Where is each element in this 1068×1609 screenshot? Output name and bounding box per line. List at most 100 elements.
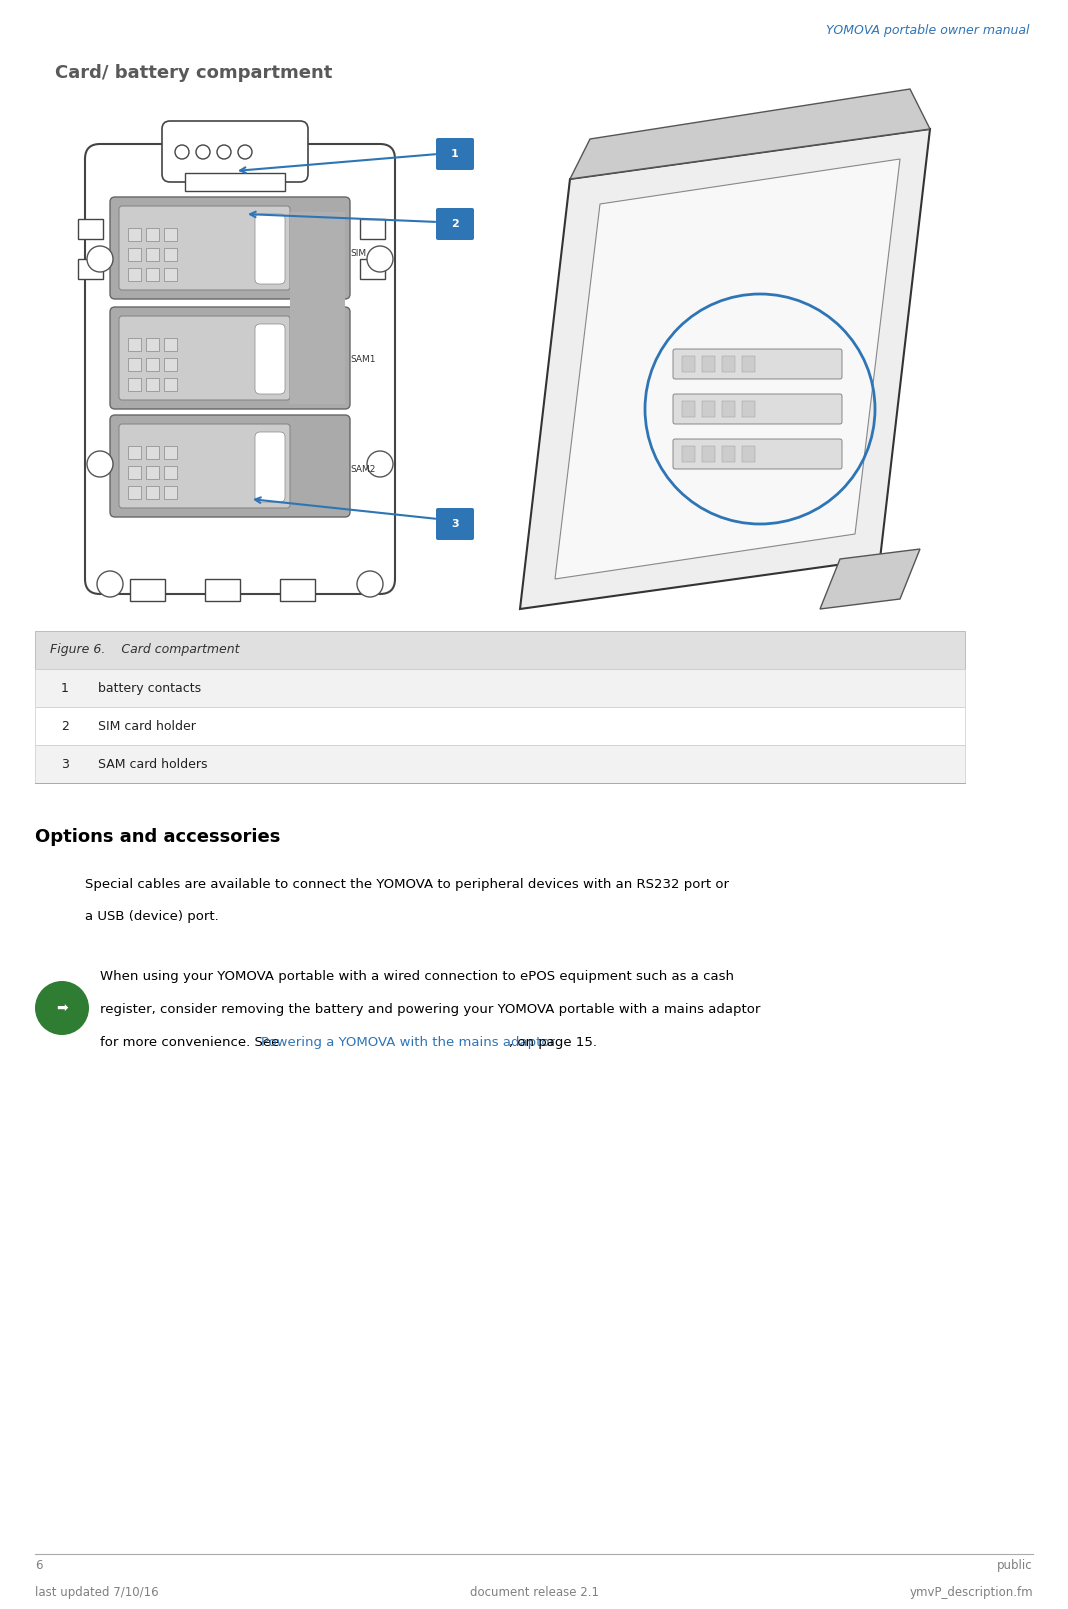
Text: SAM card holders: SAM card holders xyxy=(98,758,207,771)
Bar xyxy=(164,378,177,391)
FancyBboxPatch shape xyxy=(673,439,842,468)
Bar xyxy=(227,201,232,219)
Text: Options and accessories: Options and accessories xyxy=(35,829,281,846)
Bar xyxy=(146,338,159,351)
FancyBboxPatch shape xyxy=(110,196,350,299)
FancyBboxPatch shape xyxy=(110,307,350,409)
Bar xyxy=(146,446,159,459)
Bar xyxy=(35,631,965,669)
Text: SAM1: SAM1 xyxy=(350,354,376,364)
Bar xyxy=(722,356,735,372)
Text: SIM card holder: SIM card holder xyxy=(98,719,195,732)
Text: Card/ battery compartment: Card/ battery compartment xyxy=(54,64,332,82)
Bar xyxy=(360,259,384,278)
Bar xyxy=(742,356,755,372)
Polygon shape xyxy=(820,549,920,608)
Circle shape xyxy=(367,246,393,272)
Bar xyxy=(128,248,141,261)
Bar xyxy=(164,357,177,372)
FancyBboxPatch shape xyxy=(255,431,285,502)
Bar xyxy=(128,228,141,241)
Bar xyxy=(128,269,141,282)
FancyBboxPatch shape xyxy=(162,121,308,182)
Bar xyxy=(146,467,159,479)
Text: register, consider removing the battery and powering your YOMOVA portable with a: register, consider removing the battery … xyxy=(100,1002,760,1015)
Bar xyxy=(146,269,159,282)
Text: 1: 1 xyxy=(451,150,459,159)
Bar xyxy=(164,446,177,459)
Bar xyxy=(146,357,159,372)
Bar xyxy=(130,579,164,602)
Bar xyxy=(35,745,965,784)
FancyBboxPatch shape xyxy=(119,425,290,508)
Bar xyxy=(205,579,240,602)
Text: document release 2.1: document release 2.1 xyxy=(470,1586,598,1599)
Bar xyxy=(164,269,177,282)
Bar xyxy=(128,338,141,351)
Polygon shape xyxy=(570,88,930,179)
Circle shape xyxy=(367,451,393,476)
Text: Figure 6.    Card compartment: Figure 6. Card compartment xyxy=(50,644,239,656)
Text: SIM: SIM xyxy=(350,249,366,259)
FancyBboxPatch shape xyxy=(673,349,842,380)
FancyBboxPatch shape xyxy=(85,143,395,594)
Text: SAM2: SAM2 xyxy=(350,465,375,473)
FancyBboxPatch shape xyxy=(255,214,285,285)
Text: for more convenience. See: for more convenience. See xyxy=(100,1036,284,1049)
Bar xyxy=(742,401,755,417)
Circle shape xyxy=(175,145,189,159)
FancyBboxPatch shape xyxy=(673,394,842,425)
Text: 1: 1 xyxy=(61,682,69,695)
Circle shape xyxy=(87,451,113,476)
Bar xyxy=(164,338,177,351)
Text: last updated 7/10/16: last updated 7/10/16 xyxy=(35,1586,159,1599)
Text: 2: 2 xyxy=(61,719,69,732)
Bar xyxy=(235,201,239,219)
Circle shape xyxy=(197,145,210,159)
Bar xyxy=(146,486,159,499)
Text: Special cables are available to connect the YOMOVA to peripheral devices with an: Special cables are available to connect … xyxy=(85,879,729,891)
Bar xyxy=(290,212,345,404)
Text: 3: 3 xyxy=(451,520,459,529)
Bar xyxy=(682,401,695,417)
Text: public: public xyxy=(998,1559,1033,1572)
Text: a USB (device) port.: a USB (device) port. xyxy=(85,911,219,924)
Text: 2: 2 xyxy=(451,219,459,228)
Circle shape xyxy=(357,571,383,597)
Text: ➡: ➡ xyxy=(57,1001,67,1015)
Text: ymvP_description.fm: ymvP_description.fm xyxy=(909,1586,1033,1599)
Bar xyxy=(702,401,714,417)
Text: battery contacts: battery contacts xyxy=(98,682,201,695)
Bar xyxy=(702,446,714,462)
Text: , on page 15.: , on page 15. xyxy=(509,1036,597,1049)
Polygon shape xyxy=(520,129,930,608)
FancyBboxPatch shape xyxy=(436,208,474,240)
Bar xyxy=(702,356,714,372)
Bar xyxy=(146,248,159,261)
Bar xyxy=(682,356,695,372)
Bar xyxy=(128,467,141,479)
Bar xyxy=(128,446,141,459)
Bar xyxy=(214,201,218,219)
FancyBboxPatch shape xyxy=(255,323,285,394)
Polygon shape xyxy=(555,159,900,579)
Bar xyxy=(164,228,177,241)
Circle shape xyxy=(87,246,113,272)
Bar xyxy=(78,259,103,278)
Bar xyxy=(682,446,695,462)
Bar xyxy=(164,486,177,499)
Circle shape xyxy=(97,571,123,597)
Circle shape xyxy=(217,145,231,159)
FancyBboxPatch shape xyxy=(436,508,474,541)
Bar xyxy=(280,579,315,602)
Bar xyxy=(78,219,103,240)
Bar xyxy=(360,219,384,240)
Bar xyxy=(722,401,735,417)
Text: YOMOVA portable owner manual: YOMOVA portable owner manual xyxy=(827,24,1030,37)
Bar xyxy=(35,706,965,745)
Bar xyxy=(221,201,225,219)
Bar xyxy=(146,378,159,391)
Bar xyxy=(210,200,245,220)
FancyBboxPatch shape xyxy=(436,138,474,171)
Text: When using your YOMOVA portable with a wired connection to ePOS equipment such a: When using your YOMOVA portable with a w… xyxy=(100,970,734,983)
